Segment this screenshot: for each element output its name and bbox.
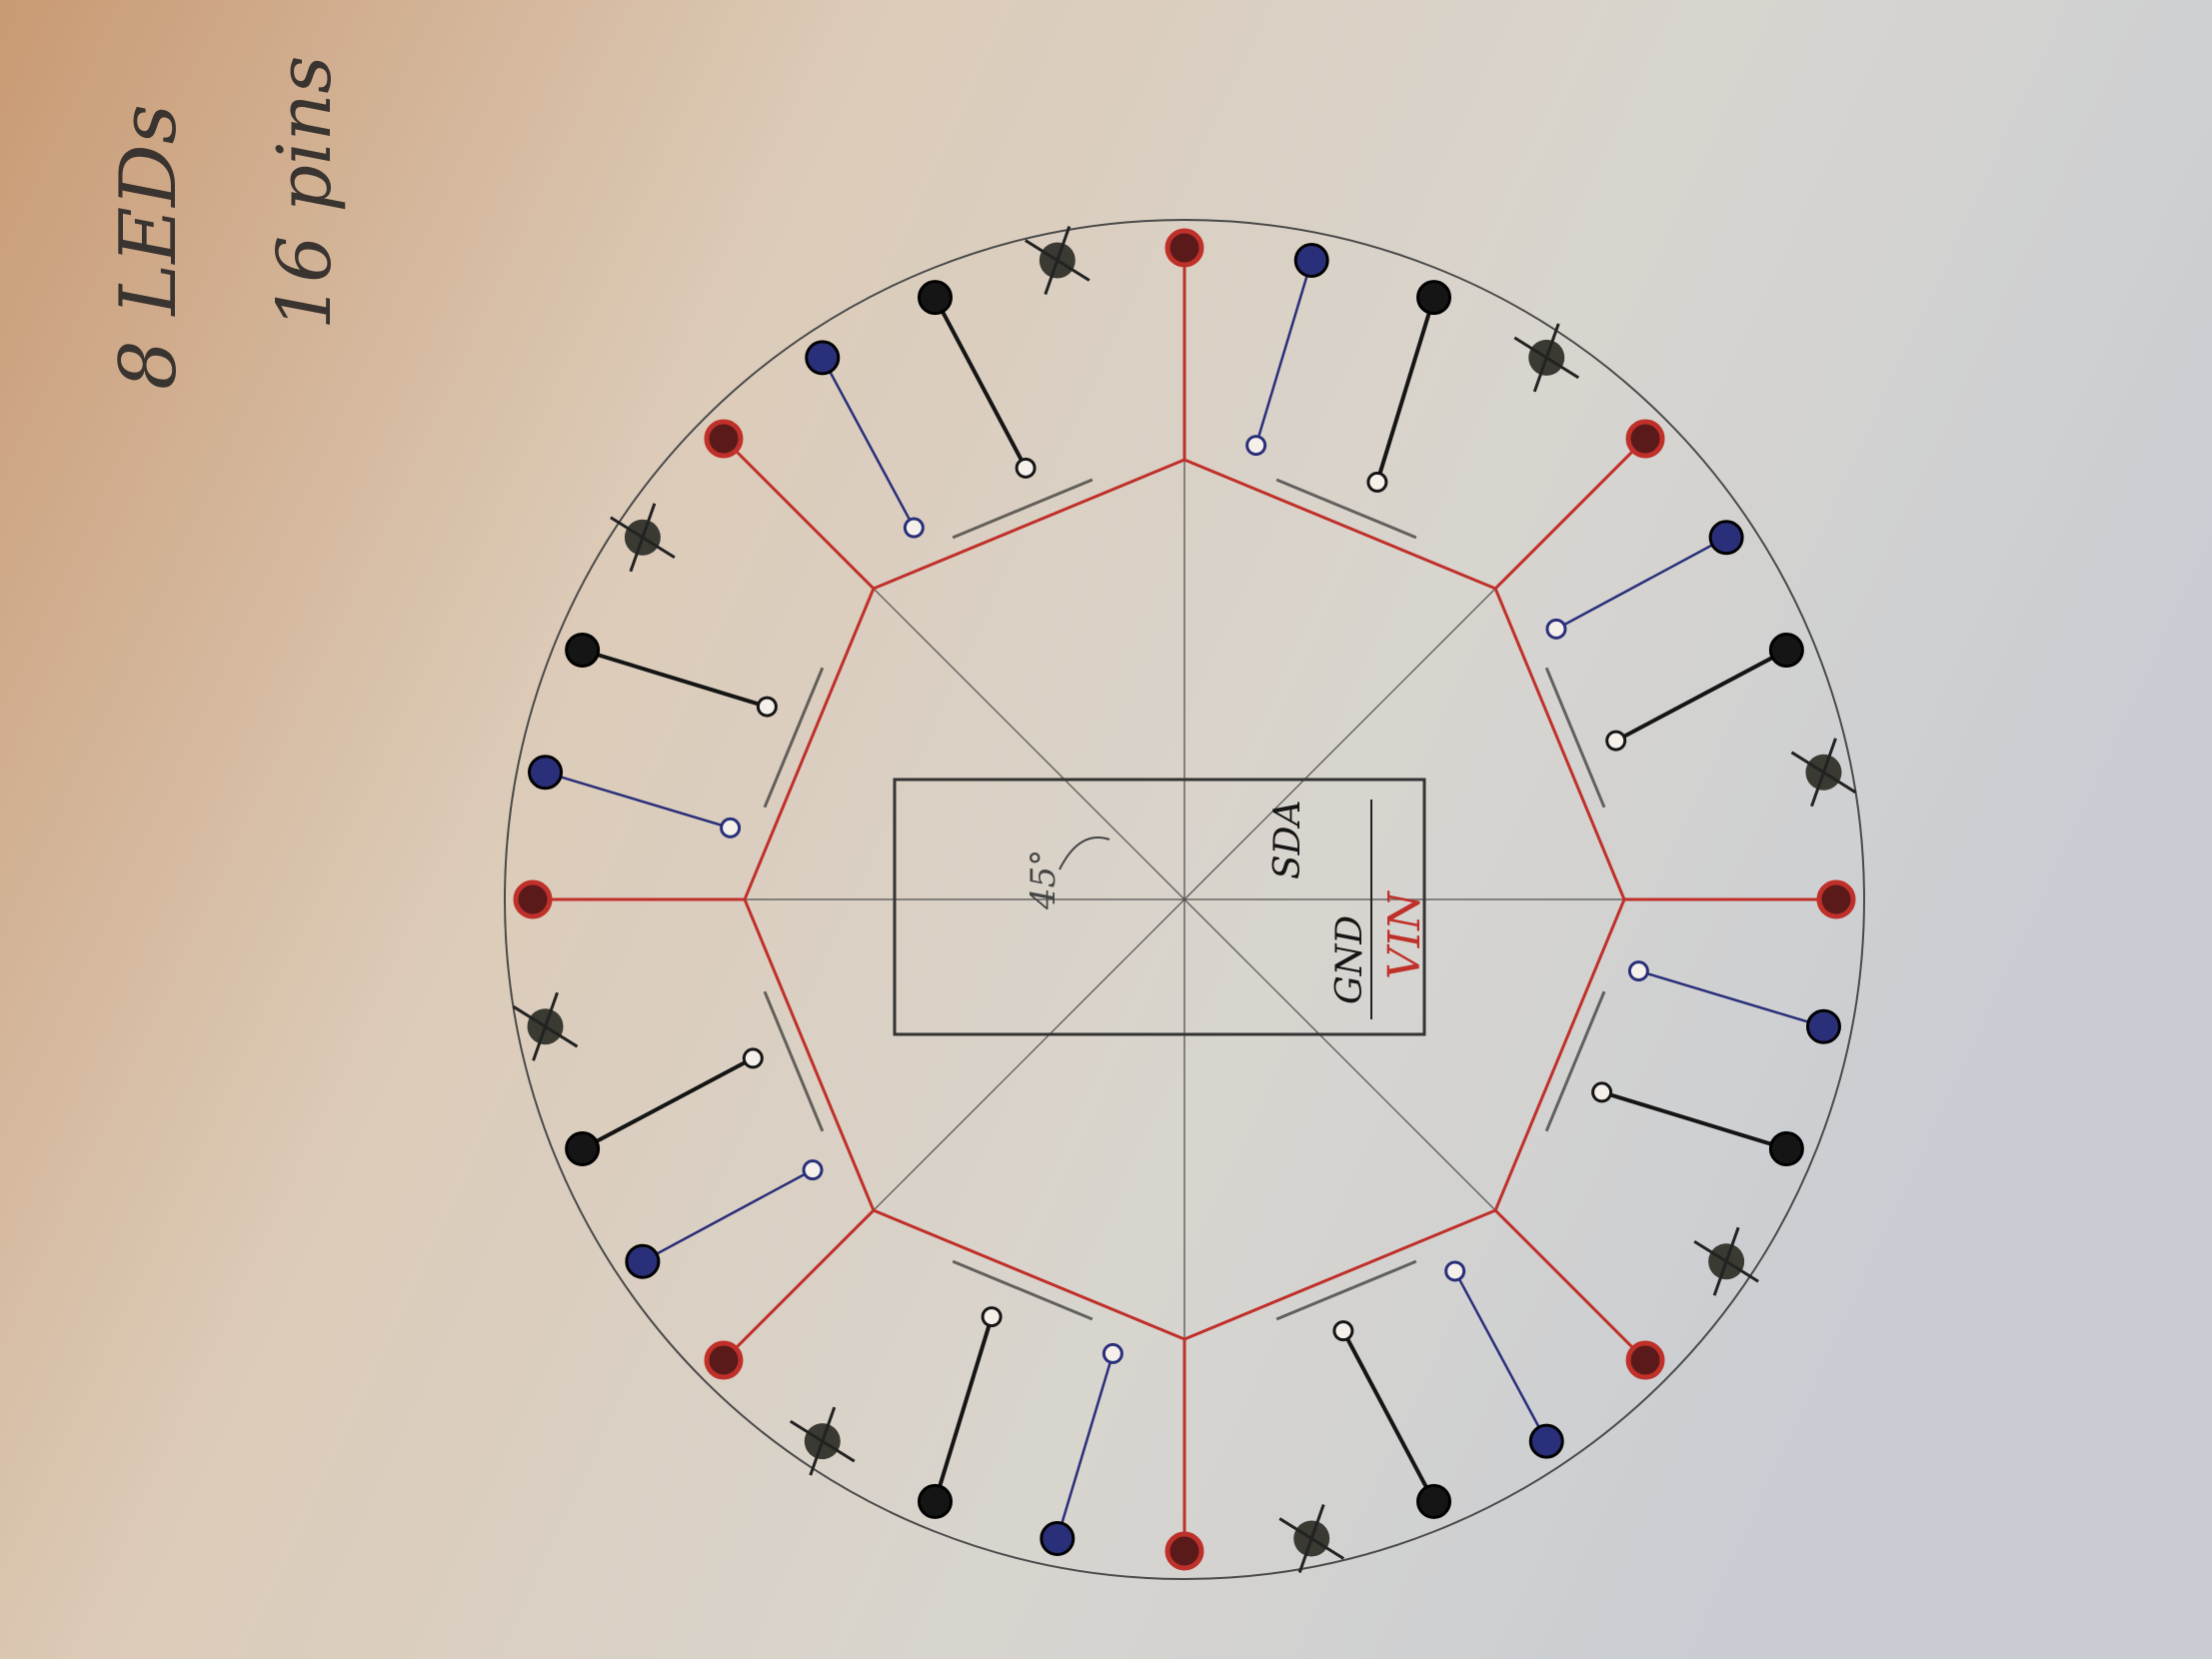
power-pad — [1816, 879, 1856, 919]
led-trace — [1614, 648, 1788, 743]
led-trace — [582, 648, 768, 710]
board-pin-sda: SDA — [1267, 800, 1308, 879]
data-trace — [821, 357, 916, 529]
led-terminal — [742, 1047, 764, 1069]
data-pad — [1528, 1423, 1564, 1459]
led-terminal — [1444, 1260, 1466, 1282]
data-trace — [1056, 1353, 1114, 1539]
power-pad — [1625, 419, 1665, 459]
data-trace — [1555, 536, 1727, 631]
led-body — [763, 990, 825, 1132]
power-pad — [704, 419, 744, 459]
led-trace — [1374, 297, 1436, 483]
led-pad — [565, 1131, 601, 1167]
note-led-count: 8 LEDs — [104, 104, 194, 390]
led-body — [1544, 667, 1606, 809]
led-pad — [1768, 632, 1804, 668]
data-trace — [1254, 260, 1313, 446]
unused-pad-cross — [809, 1406, 837, 1476]
led-pad — [1768, 1131, 1804, 1167]
led-terminal — [720, 817, 742, 838]
guide-diameter — [873, 588, 1496, 1211]
data-trace — [642, 1168, 814, 1263]
led-terminal — [1332, 1320, 1354, 1342]
power-pad — [1625, 1340, 1665, 1380]
unused-pad-cross — [1297, 1503, 1325, 1573]
board-outline — [893, 778, 1426, 1036]
data-trace — [545, 771, 731, 830]
led-pad — [1416, 1483, 1452, 1519]
data-pad — [1293, 243, 1329, 279]
microcontroller-board: GND VIN SDA 45° — [893, 778, 1430, 1036]
led-terminal — [1102, 1342, 1123, 1364]
unused-pad-cross — [1810, 738, 1837, 808]
power-pad — [704, 1340, 744, 1380]
led-pad — [917, 1483, 953, 1519]
unused-pad-cross — [1712, 1226, 1740, 1296]
power-pad — [1164, 228, 1204, 268]
led-terminal — [981, 1306, 1003, 1328]
outer-circle — [504, 219, 1865, 1580]
led-terminal — [1245, 435, 1267, 457]
led-terminal — [1627, 960, 1649, 982]
traces — [545, 260, 1824, 1539]
board-pin-gnd: GND — [1329, 915, 1370, 1004]
data-pad — [625, 1243, 661, 1279]
power-spoke — [1494, 1209, 1647, 1362]
unused-pad-cross — [1532, 323, 1560, 393]
led-body — [1275, 478, 1417, 540]
led-trace — [581, 1056, 755, 1151]
angle-arc — [1059, 836, 1110, 870]
guide-lines — [504, 219, 1865, 1580]
data-trace — [1453, 1270, 1548, 1442]
led-terminal — [1366, 471, 1388, 493]
power-spoke — [722, 1209, 875, 1362]
data-pad — [528, 755, 564, 791]
unused-pad-cross — [532, 991, 559, 1061]
power-pad — [1164, 1531, 1204, 1571]
led-trace — [933, 1316, 995, 1502]
data-pad — [1805, 1008, 1841, 1044]
led-trace — [933, 296, 1028, 470]
power-spoke — [722, 437, 875, 590]
led-pad — [1416, 280, 1452, 316]
led-body — [952, 1259, 1094, 1321]
power-spoke — [1494, 437, 1647, 590]
power-octagon — [743, 458, 1626, 1341]
led-terminal — [756, 696, 778, 718]
power-pad — [513, 879, 553, 919]
handwritten-notes: 8 LEDs 16 pins — [104, 56, 348, 390]
led-pad — [917, 280, 953, 316]
led-terminal — [802, 1159, 824, 1181]
led-terminal — [1605, 730, 1627, 752]
led-body — [763, 667, 825, 809]
unused-pad-cross — [629, 503, 657, 573]
led-body — [1544, 990, 1606, 1132]
led-trace — [1601, 1089, 1787, 1151]
led-body — [1275, 1259, 1417, 1321]
led-terminal — [1015, 457, 1037, 479]
data-pad — [805, 340, 841, 376]
led-terminal — [903, 517, 925, 539]
data-pad — [1708, 520, 1744, 556]
data-pad — [1040, 1520, 1076, 1556]
angle-label: 45° — [1024, 849, 1064, 910]
led-body — [952, 478, 1094, 540]
data-trace — [1638, 969, 1824, 1028]
unused-pad-cross — [1044, 226, 1072, 296]
note-pin-count: 16 pins — [262, 56, 348, 330]
power-ring — [533, 248, 1836, 1551]
pads — [512, 226, 1857, 1573]
board-pin-vin: VIN — [1379, 890, 1430, 979]
led-pad — [565, 632, 601, 668]
led-trace — [1341, 1329, 1436, 1503]
led-terminal — [1545, 618, 1567, 640]
led-terminal — [1591, 1081, 1613, 1103]
